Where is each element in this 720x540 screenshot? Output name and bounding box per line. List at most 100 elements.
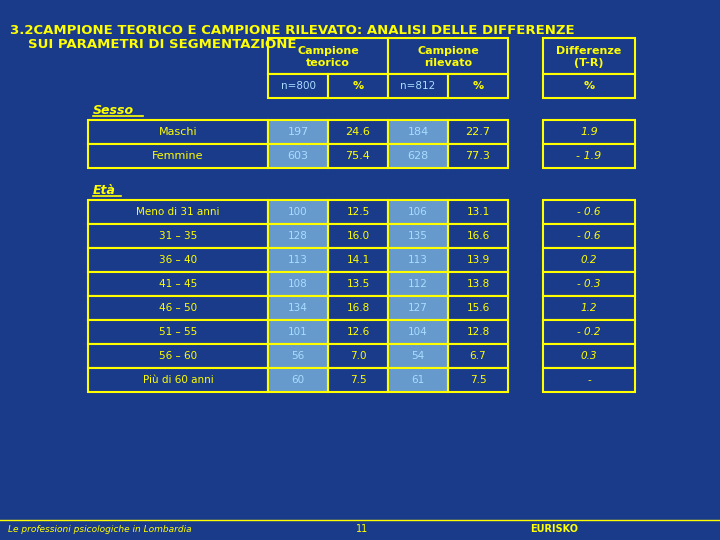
FancyBboxPatch shape	[448, 272, 508, 296]
FancyBboxPatch shape	[328, 74, 388, 98]
Text: 1.2: 1.2	[581, 303, 598, 313]
Text: 16.6: 16.6	[467, 231, 490, 241]
FancyBboxPatch shape	[448, 120, 508, 144]
Text: 60: 60	[292, 375, 305, 385]
FancyBboxPatch shape	[328, 120, 388, 144]
Text: %: %	[352, 81, 364, 91]
Text: 56 – 60: 56 – 60	[159, 351, 197, 361]
Text: Meno di 31 anni: Meno di 31 anni	[136, 207, 220, 217]
FancyBboxPatch shape	[268, 272, 328, 296]
Text: 46 – 50: 46 – 50	[159, 303, 197, 313]
FancyBboxPatch shape	[88, 344, 268, 368]
FancyBboxPatch shape	[268, 248, 328, 272]
FancyBboxPatch shape	[388, 368, 448, 392]
Text: rilevato: rilevato	[424, 58, 472, 68]
FancyBboxPatch shape	[448, 296, 508, 320]
Text: -: -	[587, 375, 591, 385]
FancyBboxPatch shape	[268, 200, 328, 224]
FancyBboxPatch shape	[388, 144, 448, 168]
FancyBboxPatch shape	[388, 296, 448, 320]
Text: Femmine: Femmine	[152, 151, 204, 161]
FancyBboxPatch shape	[388, 200, 448, 224]
Text: 14.1: 14.1	[346, 255, 369, 265]
FancyBboxPatch shape	[268, 224, 328, 248]
FancyBboxPatch shape	[543, 296, 635, 320]
Text: 7.5: 7.5	[350, 375, 366, 385]
Text: 104: 104	[408, 327, 428, 337]
Text: 13.8: 13.8	[467, 279, 490, 289]
Text: Campione: Campione	[417, 46, 479, 56]
Text: Età: Età	[93, 184, 116, 197]
FancyBboxPatch shape	[448, 200, 508, 224]
FancyBboxPatch shape	[543, 368, 635, 392]
Text: 106: 106	[408, 207, 428, 217]
FancyBboxPatch shape	[88, 272, 268, 296]
Text: (T-R): (T-R)	[575, 58, 604, 68]
Text: 36 – 40: 36 – 40	[159, 255, 197, 265]
FancyBboxPatch shape	[328, 320, 388, 344]
FancyBboxPatch shape	[543, 144, 635, 168]
Text: 628: 628	[408, 151, 428, 161]
FancyBboxPatch shape	[388, 224, 448, 248]
Text: 51 – 55: 51 – 55	[159, 327, 197, 337]
Text: 16.0: 16.0	[346, 231, 369, 241]
Text: Differenze: Differenze	[557, 46, 621, 56]
FancyBboxPatch shape	[448, 344, 508, 368]
Text: 15.6: 15.6	[467, 303, 490, 313]
FancyBboxPatch shape	[328, 368, 388, 392]
Text: EURISKO: EURISKO	[530, 524, 578, 534]
FancyBboxPatch shape	[388, 38, 508, 74]
FancyBboxPatch shape	[448, 144, 508, 168]
Text: 7.5: 7.5	[469, 375, 486, 385]
FancyBboxPatch shape	[388, 272, 448, 296]
FancyBboxPatch shape	[388, 344, 448, 368]
Text: 112: 112	[408, 279, 428, 289]
Text: 184: 184	[408, 127, 428, 137]
FancyBboxPatch shape	[88, 200, 268, 224]
Text: 24.6: 24.6	[346, 127, 370, 137]
Text: - 1.9: - 1.9	[577, 151, 602, 161]
Text: 16.8: 16.8	[346, 303, 369, 313]
Text: Più di 60 anni: Più di 60 anni	[143, 375, 213, 385]
Text: 22.7: 22.7	[466, 127, 490, 137]
Text: 12.6: 12.6	[346, 327, 369, 337]
Text: 13.1: 13.1	[467, 207, 490, 217]
Text: 13.9: 13.9	[467, 255, 490, 265]
Text: 197: 197	[287, 127, 309, 137]
FancyBboxPatch shape	[268, 38, 388, 74]
FancyBboxPatch shape	[268, 296, 328, 320]
Text: 31 – 35: 31 – 35	[159, 231, 197, 241]
FancyBboxPatch shape	[88, 144, 268, 168]
Text: 0.3: 0.3	[581, 351, 598, 361]
Text: 75.4: 75.4	[346, 151, 370, 161]
FancyBboxPatch shape	[388, 248, 448, 272]
Text: 11: 11	[356, 524, 368, 534]
FancyBboxPatch shape	[543, 74, 635, 98]
Text: - 0.3: - 0.3	[577, 279, 600, 289]
FancyBboxPatch shape	[268, 320, 328, 344]
Text: 135: 135	[408, 231, 428, 241]
Text: Campione: Campione	[297, 46, 359, 56]
FancyBboxPatch shape	[268, 74, 328, 98]
Text: 134: 134	[288, 303, 308, 313]
Text: 108: 108	[288, 279, 308, 289]
Text: 6.7: 6.7	[469, 351, 486, 361]
FancyBboxPatch shape	[543, 120, 635, 144]
FancyBboxPatch shape	[328, 224, 388, 248]
FancyBboxPatch shape	[448, 248, 508, 272]
Text: 127: 127	[408, 303, 428, 313]
Text: 12.5: 12.5	[346, 207, 369, 217]
Text: 12.8: 12.8	[467, 327, 490, 337]
FancyBboxPatch shape	[88, 120, 268, 144]
Text: %: %	[583, 81, 595, 91]
Text: Sesso: Sesso	[93, 104, 134, 117]
FancyBboxPatch shape	[543, 38, 635, 74]
Text: teorico: teorico	[306, 58, 350, 68]
Text: 7.0: 7.0	[350, 351, 366, 361]
Text: 0.2: 0.2	[581, 255, 598, 265]
FancyBboxPatch shape	[268, 120, 328, 144]
FancyBboxPatch shape	[448, 320, 508, 344]
Text: - 0.6: - 0.6	[577, 207, 600, 217]
FancyBboxPatch shape	[268, 144, 328, 168]
FancyBboxPatch shape	[388, 74, 448, 98]
